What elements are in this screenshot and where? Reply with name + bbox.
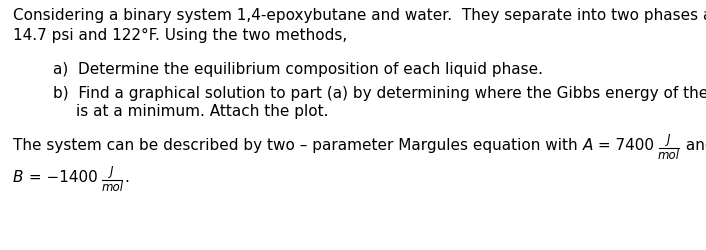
Text: .: . bbox=[124, 170, 129, 185]
Text: J: J bbox=[667, 133, 671, 146]
Text: Considering a binary system 1,4-epoxybutane and water.  They separate into two p: Considering a binary system 1,4-epoxybut… bbox=[13, 8, 706, 23]
Text: a)  Determine the equilibrium composition of each liquid phase.: a) Determine the equilibrium composition… bbox=[53, 62, 543, 77]
Text: A: A bbox=[582, 138, 593, 153]
Text: B: B bbox=[13, 170, 23, 185]
Text: mol: mol bbox=[101, 181, 123, 194]
Text: b)  Find a graphical solution to part (a) by determining where the Gibbs energy : b) Find a graphical solution to part (a)… bbox=[53, 86, 706, 101]
Text: = −1400: = −1400 bbox=[23, 170, 102, 185]
Text: = 7400: = 7400 bbox=[593, 138, 659, 153]
Text: and: and bbox=[681, 138, 706, 153]
Text: 14.7 psi and 122°F. Using the two methods,: 14.7 psi and 122°F. Using the two method… bbox=[13, 28, 347, 43]
Text: J: J bbox=[110, 165, 114, 178]
Text: The system can be described by two – parameter Margules equation with: The system can be described by two – par… bbox=[13, 138, 582, 153]
Text: mol: mol bbox=[658, 149, 680, 162]
Text: is at a minimum. Attach the plot.: is at a minimum. Attach the plot. bbox=[76, 104, 328, 119]
